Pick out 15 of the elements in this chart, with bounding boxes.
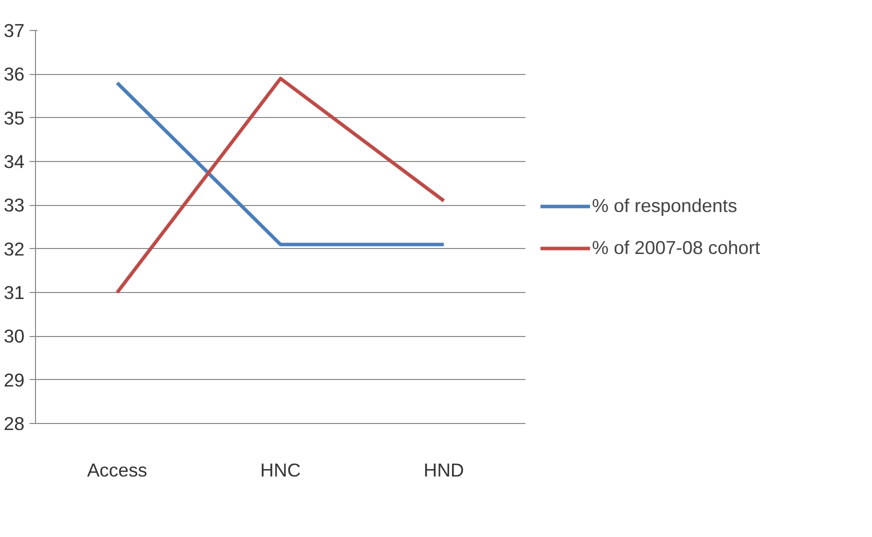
y-tick-label: 29 (4, 369, 25, 390)
x-tick-label: Access (87, 460, 148, 480)
y-tick-label: 28 (4, 413, 25, 434)
y-tick-label: 31 (4, 282, 25, 303)
x-tick-label: HND (424, 460, 464, 480)
legend-label: % of respondents (592, 194, 738, 216)
y-tick-label: 34 (4, 151, 25, 172)
y-tick-label: 33 (4, 194, 25, 216)
y-tick-label: 37 (4, 20, 25, 41)
y-tick-label: 35 (4, 107, 25, 128)
legend-label: % of 2007-08 cohort (592, 236, 760, 258)
y-tick-label: 30 (4, 326, 25, 347)
y-tick-label: 32 (4, 238, 25, 260)
x-tick-label: HNC (260, 460, 301, 480)
y-tick-label: 36 (4, 64, 25, 85)
